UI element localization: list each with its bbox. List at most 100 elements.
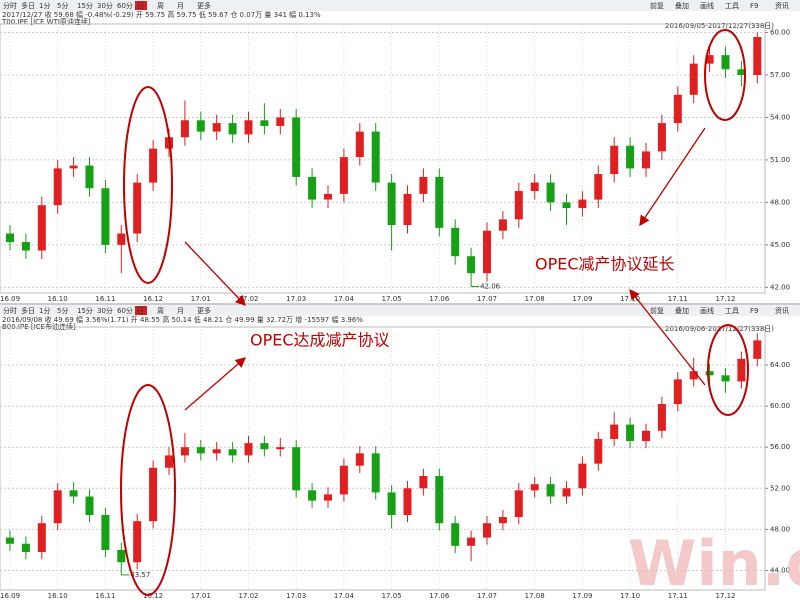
candle-body [21,242,30,251]
candle-body [339,157,348,194]
toolbar-tool[interactable]: 叠加 [675,1,689,10]
arrow [629,288,706,386]
toolbar-button[interactable]: 多日 [21,306,35,315]
x-tick-label: 17.07 [477,295,497,303]
candle-body [228,123,237,135]
toolbar-button[interactable]: 日 [137,307,144,315]
candle-body [673,379,682,405]
toolbar-tool[interactable]: 画线 [700,1,714,10]
x-tick-label: 17.10 [620,592,640,600]
candle-body [594,174,603,200]
toolbar-button[interactable]: 30分 [97,1,113,10]
candle-body [324,193,332,200]
candle-body [196,120,205,132]
candle-body [562,488,571,497]
quote-info: 2017/12/27 收 59.68 幅 -0.48%(-0.29) 开 59.… [2,10,321,19]
y-tick-label: 56.00 [770,443,790,451]
y-tick-label: 51.00 [770,156,790,164]
candle-body [689,371,698,380]
x-tick-label: 17.01 [191,592,211,600]
toolbar-button[interactable]: 60分 [117,1,133,10]
y-tick-label: 42.00 [770,283,790,291]
x-tick-label: 16.09 [0,295,20,303]
y-tick-label: 54.00 [770,113,790,121]
candle-body [705,55,714,64]
range-label: 2016/09/05-2017/12/27(338日) [665,22,774,30]
toolbar-button[interactable]: 1分 [39,1,50,10]
toolbar-button[interactable]: 多日 [21,1,35,10]
x-tick-label: 17.02 [238,592,258,600]
toolbar-tool[interactable]: 叠加 [675,306,689,315]
candle-body [419,475,428,489]
x-tick-label: 16.09 [0,592,20,600]
annotation: OPEC达成减产协议 [250,331,390,350]
toolbar-tool[interactable]: 前复 [650,306,664,315]
toolbar-button[interactable]: 60分 [117,306,133,315]
toolbar-tool[interactable]: 前复 [650,1,664,10]
y-tick-label: 45.00 [770,241,790,249]
candle-body [149,467,158,522]
x-tick-label: 17.08 [525,295,545,303]
candle-body [21,543,30,552]
toolbar-tool[interactable]: F9 [750,2,758,10]
x-tick-label: 16.11 [95,295,115,303]
toolbar-active [135,1,147,10]
toolbar-button[interactable]: 15分 [77,306,93,315]
candle-body [498,517,507,524]
x-tick-label: 17.09 [572,592,592,600]
toolbar-tool[interactable]: F9 [750,307,758,315]
toolbar-button[interactable]: 5分 [57,1,68,10]
candle-body [212,123,221,132]
x-tick-label: 16.10 [48,295,68,303]
candle-body [403,193,412,226]
toolbar-button[interactable]: 15分 [77,1,93,10]
y-tick-label: 48.00 [770,198,790,206]
plot-frame [0,326,766,591]
candle-body [117,233,126,245]
candle-body [737,69,746,75]
toolbar-button[interactable]: 30分 [97,306,113,315]
candle-body [737,358,746,382]
toolbar-tool[interactable]: 画线 [700,306,714,315]
toolbar-tool[interactable]: 资讯 [775,306,789,315]
plot-frame [0,23,766,294]
toolbar-button[interactable]: 周 [157,307,164,315]
y-tick-label: 48.00 [770,525,790,533]
candle-body [403,488,412,516]
x-tick-label: 17.05 [382,295,402,303]
x-tick-label: 17.06 [429,592,450,600]
candle-body [276,447,285,450]
candle-body [642,430,650,442]
highlight-ellipse [120,384,176,596]
toolbar-button[interactable]: 分时 [3,306,17,315]
candle-body [355,453,364,466]
candle-body [37,523,46,552]
candle-body [85,496,94,516]
toolbar-button[interactable]: 更多 [197,306,211,315]
toolbar-button[interactable]: 更多 [197,1,211,10]
toolbar-button[interactable]: 周 [157,2,164,10]
candle-body [753,37,762,75]
candle-body [562,202,571,209]
toolbar-button[interactable]: 月 [177,2,184,10]
toolbar-button[interactable]: 1分 [39,306,50,315]
y-tick-label: 57.00 [770,71,790,79]
candle-body [721,55,730,70]
candle-body [6,233,14,243]
toolbar-button[interactable]: 月 [177,307,184,315]
toolbar-tool[interactable]: 资讯 [775,1,789,10]
candle-body [642,151,650,169]
toolbar-button[interactable]: 分时 [3,1,17,10]
candle-body [292,117,301,177]
toolbar-tool[interactable]: 工具 [725,307,739,315]
toolbar-button[interactable]: 5分 [57,306,68,315]
candle-body [212,449,221,454]
watermark: Win.d [628,527,800,600]
toolbar-button[interactable]: 日 [137,2,144,10]
candle-body [69,165,78,169]
candle-body [260,443,269,450]
x-tick-label: 17.02 [238,295,258,303]
toolbar-tool[interactable]: 工具 [725,2,739,10]
